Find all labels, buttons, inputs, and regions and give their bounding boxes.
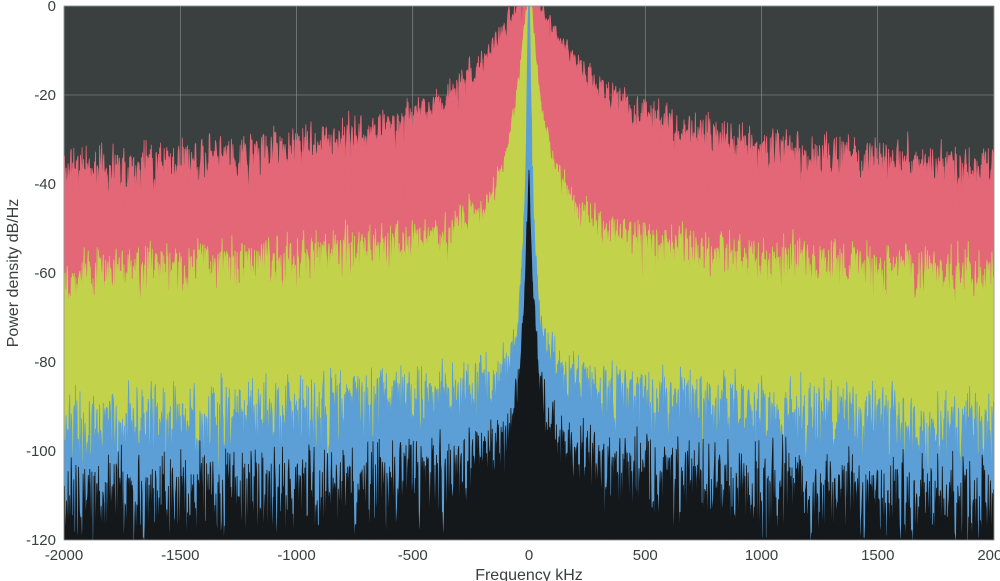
y-axis-label: Power density dB/Hz — [5, 199, 22, 348]
x-tick-label: -2000 — [45, 547, 83, 564]
x-tick-label: 0 — [525, 547, 533, 564]
y-tick-label: -20 — [34, 87, 56, 104]
x-tick-label: -500 — [398, 547, 428, 564]
x-axis-label: Frequency kHz — [475, 567, 583, 581]
x-tick-label: 1500 — [861, 547, 894, 564]
spectrum-chart-svg: -2000 -1500 -1000 -500 0 500 1000 1500 2000 0 -20… — [0, 0, 1000, 581]
x-tick-label: 1000 — [745, 547, 778, 564]
y-tick-label: -80 — [34, 354, 56, 371]
spectrum-chart: -2000 -1500 -1000 -500 0 500 1000 1500 2000 0 -20… — [0, 0, 1000, 581]
y-tick-label: -100 — [26, 443, 56, 460]
y-tick-label: -60 — [34, 265, 56, 282]
y-tick-label: -40 — [34, 176, 56, 193]
x-tick-label: 500 — [633, 547, 658, 564]
x-tick-label: -1500 — [161, 547, 199, 564]
x-tick-label: -1000 — [277, 547, 315, 564]
y-tick-label: -120 — [26, 532, 56, 549]
plot-area — [64, 6, 994, 540]
x-tick-label: 2000 — [977, 547, 1000, 564]
y-tick-label: 0 — [48, 0, 56, 15]
